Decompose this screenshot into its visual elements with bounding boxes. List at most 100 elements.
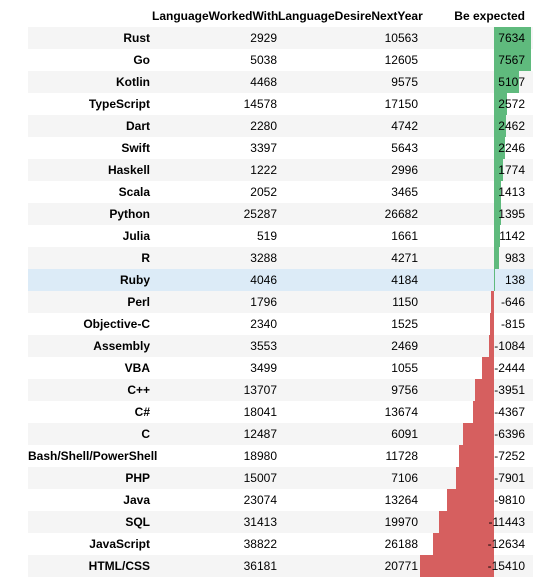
row-language: Julia	[122, 229, 150, 243]
row-expected-cell: 7634	[418, 27, 533, 49]
row-expected-value: -4367	[494, 405, 525, 419]
table-row: Julia 519 1661 1142	[28, 225, 533, 247]
row-worked-value: 12487	[243, 427, 277, 441]
row-desire-value: 1055	[391, 361, 418, 375]
expected-bar	[494, 247, 499, 269]
row-language: Scala	[118, 185, 150, 199]
row-expected-value: 5107	[498, 75, 525, 89]
expected-bar	[463, 423, 495, 445]
row-expected-cell: -9810	[418, 489, 533, 511]
row-worked-value: 2340	[250, 317, 277, 331]
expected-bar	[494, 203, 501, 225]
row-language: Bash/Shell/PowerShell	[28, 449, 158, 463]
row-expected-cell: -2444	[418, 357, 533, 379]
row-language: Assembly	[93, 339, 150, 353]
row-desire-value: 4271	[391, 251, 418, 265]
row-language: PHP	[125, 471, 150, 485]
row-expected-value: -11443	[488, 515, 525, 529]
row-expected-cell: 1413	[418, 181, 533, 203]
expected-header: Be expected	[454, 9, 525, 23]
expected-bar	[489, 335, 495, 357]
row-worked-value: 3499	[250, 361, 277, 375]
row-expected-cell: -12634	[418, 533, 533, 555]
expected-bar	[494, 27, 531, 49]
row-expected-cell: 138	[418, 269, 533, 291]
row-language: Rust	[123, 31, 150, 45]
row-language: HTML/CSS	[88, 559, 150, 573]
table-row: Rust 2929 10563 7634	[28, 27, 533, 49]
table-row: Assembly 3553 2469 -1084	[28, 335, 533, 357]
row-expected-cell: -6396	[418, 423, 533, 445]
table-row: JavaScript 38822 26188 -12634	[28, 533, 533, 555]
row-desire-value: 7106	[391, 471, 418, 485]
row-expected-cell: 7567	[418, 49, 533, 71]
row-expected-cell: -815	[418, 313, 533, 335]
row-worked-value: 18041	[243, 405, 277, 419]
row-desire-value: 13674	[384, 405, 418, 419]
row-worked-value: 15007	[243, 471, 277, 485]
row-worked-value: 13707	[243, 383, 277, 397]
row-expected-value: -1084	[494, 339, 525, 353]
table-row: Scala 2052 3465 1413	[28, 181, 533, 203]
row-desire-value: 13264	[384, 493, 418, 507]
row-desire-value: 17150	[384, 97, 418, 111]
row-language: Ruby	[120, 273, 150, 287]
row-expected-value: 1413	[498, 185, 525, 199]
expected-bar	[433, 533, 495, 555]
row-worked-value: 14578	[243, 97, 277, 111]
row-expected-cell: -7901	[418, 467, 533, 489]
row-worked-value: 2280	[250, 119, 277, 133]
table-row: Swift 3397 5643 2246	[28, 137, 533, 159]
row-expected-value: 138	[504, 273, 525, 287]
row-worked-value: 4468	[250, 75, 277, 89]
table-row: Bash/Shell/PowerShell 18980 11728 -7252	[28, 445, 533, 467]
row-language: Go	[133, 53, 150, 67]
row-desire-value: 10563	[384, 31, 418, 45]
row-worked-value: 38822	[243, 537, 277, 551]
row-expected-value: 1395	[498, 207, 525, 221]
row-desire-value: 26682	[384, 207, 418, 221]
row-worked-value: 3553	[250, 339, 277, 353]
expected-bar	[491, 291, 495, 313]
desire-header: LanguageDesireNextYear	[278, 9, 423, 23]
row-expected-value: -2444	[494, 361, 525, 375]
expected-bar	[473, 401, 495, 423]
expected-bar	[420, 555, 495, 577]
row-desire-value: 1525	[391, 317, 418, 331]
expected-bar	[494, 93, 507, 115]
row-worked-value: 1222	[250, 163, 277, 177]
row-worked-value: 3397	[250, 141, 277, 155]
row-worked-value: 23074	[243, 493, 277, 507]
row-desire-value: 12605	[384, 53, 418, 67]
row-expected-cell: 1395	[418, 203, 533, 225]
table-row: Perl 1796 1150 -646	[28, 291, 533, 313]
table-row: Kotlin 4468 9575 5107	[28, 71, 533, 93]
table-body: Rust 2929 10563 7634 Go 5038 12605 7567 Kotlin 44…	[28, 27, 533, 577]
row-worked-value: 25287	[243, 207, 277, 221]
expected-bar	[494, 269, 495, 291]
row-worked-value: 2929	[250, 31, 277, 45]
row-language: Python	[109, 207, 150, 221]
row-language: Java	[123, 493, 150, 507]
worked-header: LanguageWorkedWith	[152, 9, 279, 23]
row-language: Perl	[127, 295, 150, 309]
table-header: LanguageWorkedWith LanguageDesireNextYea…	[28, 5, 533, 27]
table-row: Python 25287 26682 1395	[28, 203, 533, 225]
expected-bar	[490, 313, 495, 335]
row-desire-value: 4184	[391, 273, 418, 287]
row-worked-value: 2052	[250, 185, 277, 199]
table-row: VBA 3499 1055 -2444	[28, 357, 533, 379]
expected-bar	[494, 225, 500, 247]
row-expected-cell: 1142	[418, 225, 533, 247]
row-expected-cell: -11443	[418, 511, 533, 533]
row-expected-value: -9810	[494, 493, 525, 507]
table-row: Objective-C 2340 1525 -815	[28, 313, 533, 335]
row-language: JavaScript	[89, 537, 150, 551]
expected-bar	[456, 467, 495, 489]
row-language: Kotlin	[116, 75, 150, 89]
row-worked-value: 3288	[250, 251, 277, 265]
row-expected-value: 983	[504, 251, 525, 265]
table-row: Ruby 4046 4184 138	[28, 269, 533, 291]
expected-bar	[494, 71, 519, 93]
row-expected-cell: 2246	[418, 137, 533, 159]
